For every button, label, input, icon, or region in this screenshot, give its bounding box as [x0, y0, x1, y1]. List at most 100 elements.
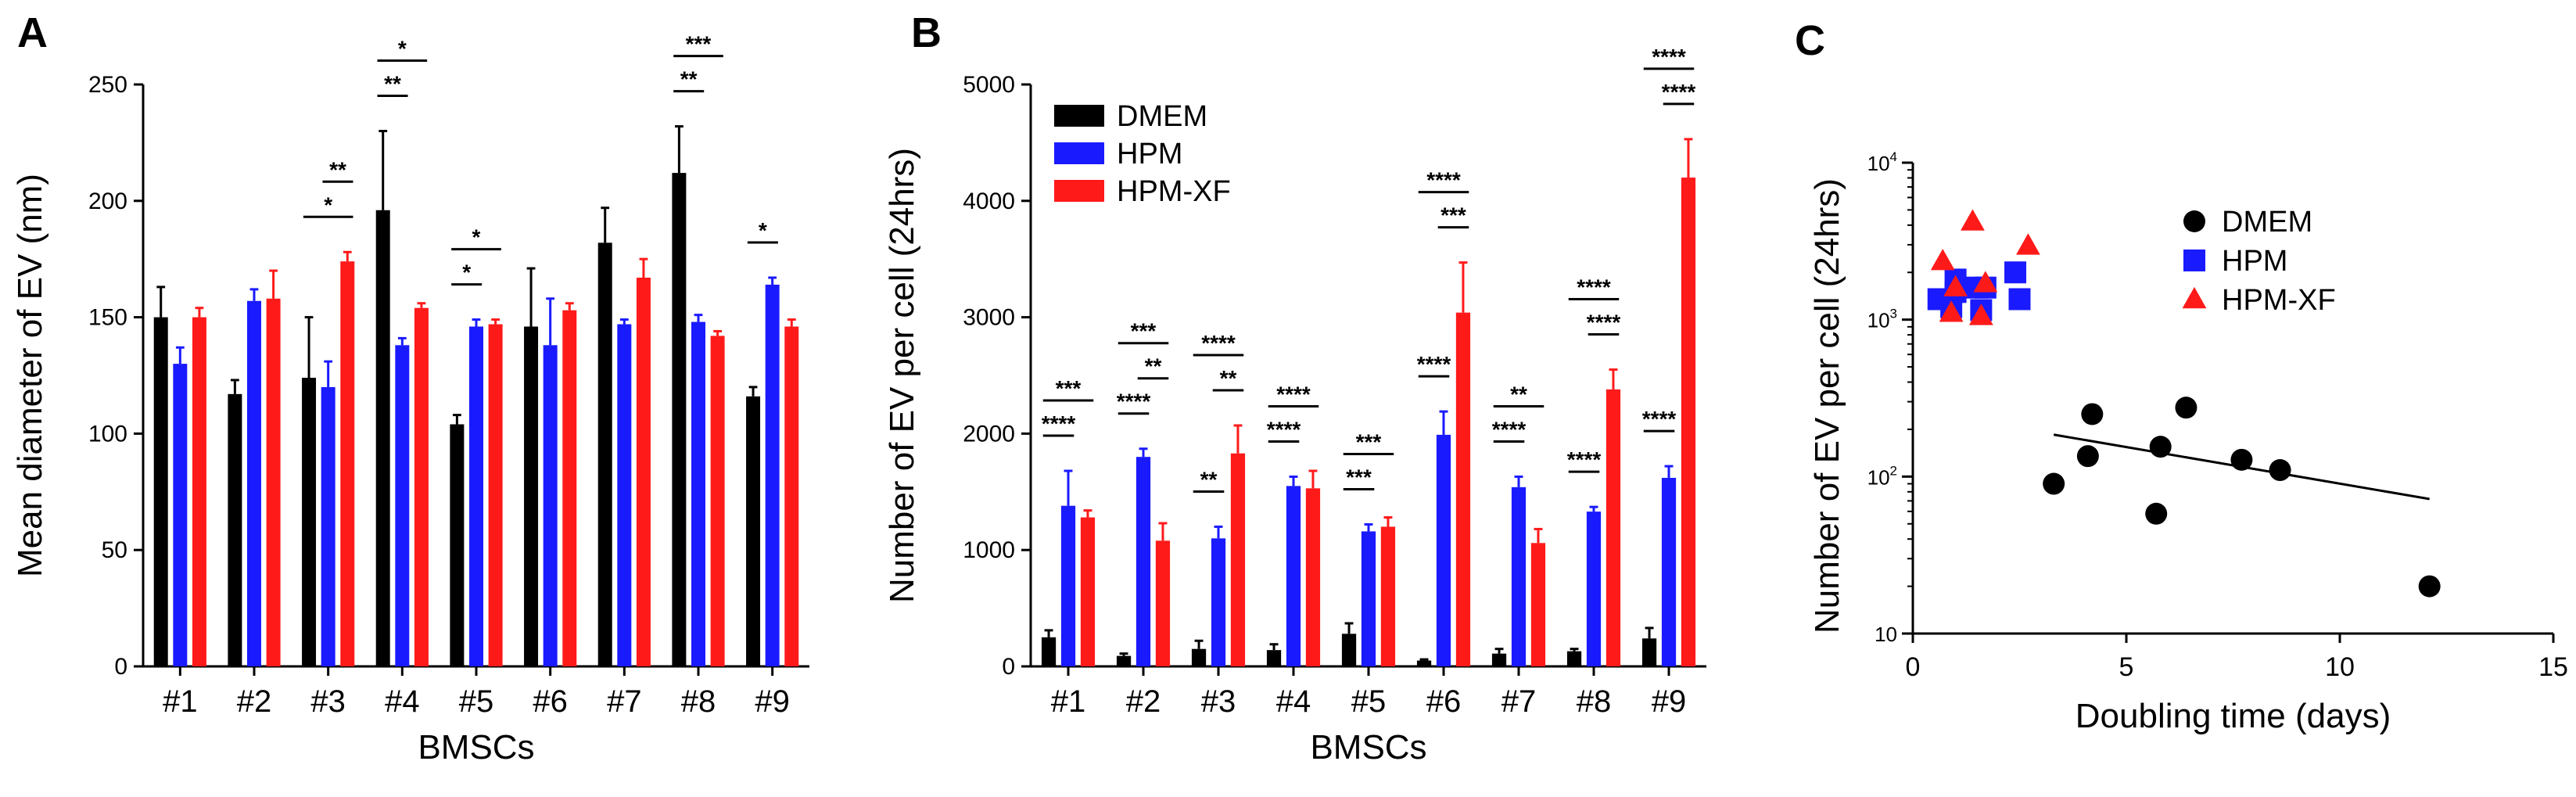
significance-label: **	[1220, 366, 1237, 390]
bar	[1041, 637, 1057, 666]
x-tick-label: #6	[533, 684, 568, 719]
bar	[1080, 517, 1096, 666]
bar	[1566, 651, 1582, 666]
data-point	[1961, 209, 1985, 231]
legend-label: DMEM	[2222, 206, 2312, 239]
legend-label: DMEM	[1117, 100, 1207, 133]
significance-label: ****	[1042, 411, 1076, 436]
panel-c: C 0 5 10 15 10 102 103 104 Doubling time (days) Nu…	[1795, 17, 2568, 735]
data-point	[2016, 233, 2040, 255]
significance-label: ****	[1426, 168, 1461, 192]
bar	[636, 278, 651, 666]
significance-label: ***	[1356, 429, 1382, 454]
legend-marker	[2183, 250, 2205, 271]
bar	[1586, 512, 1602, 666]
panel-letter: B	[911, 9, 942, 56]
data-point	[2418, 575, 2441, 598]
significance-label: **	[384, 72, 401, 96]
significance-label: ****	[1276, 382, 1311, 406]
data-point	[2008, 288, 2031, 311]
bar	[746, 396, 761, 666]
bar	[1491, 653, 1507, 666]
data-point	[2269, 459, 2291, 482]
x-tick-label: 5	[2119, 652, 2134, 682]
bar	[395, 345, 410, 666]
bar	[1530, 543, 1546, 666]
bar	[597, 242, 612, 666]
significance-label: ****	[1417, 352, 1451, 376]
x-tick-label: #8	[681, 684, 716, 719]
significance-label: *	[759, 218, 767, 242]
data-point	[1973, 271, 1998, 293]
bar	[1266, 650, 1282, 666]
bar	[1116, 655, 1132, 666]
x-tick-label: #2	[237, 684, 272, 719]
significance-label: ***	[1056, 376, 1082, 400]
bar	[543, 345, 558, 666]
bar	[1155, 540, 1171, 666]
significance-label: ****	[1492, 417, 1527, 441]
y-tick-label: 104	[1867, 149, 1897, 175]
y-tick-label: 1000	[963, 537, 1015, 563]
x-axis-label: BMSCs	[418, 728, 534, 766]
y-tick-label: 102	[1867, 463, 1897, 489]
x-tick-label: #4	[1276, 684, 1311, 719]
bar	[691, 321, 705, 666]
x-tick-label: #9	[1652, 684, 1687, 719]
significance-label: *	[398, 37, 407, 61]
data-point	[2043, 472, 2065, 495]
data-point	[1968, 303, 1993, 325]
bar	[192, 317, 206, 666]
bar	[1286, 486, 1301, 666]
bar	[228, 393, 242, 666]
bar	[765, 284, 780, 666]
significance-label: ****	[1577, 275, 1611, 300]
data-point	[1930, 249, 1955, 271]
x-tick-label: #7	[607, 684, 642, 719]
significance-label: **	[1510, 382, 1527, 406]
x-tick-label: #9	[755, 684, 790, 719]
data-point	[2145, 502, 2168, 525]
legend-label: HPM	[2222, 245, 2287, 278]
x-tick-label: #6	[1426, 684, 1462, 719]
x-axis-label: BMSCs	[1310, 728, 1426, 766]
legend-label: HPM-XF	[2222, 284, 2336, 317]
significance-label: ***	[1131, 319, 1157, 343]
significance-label: ****	[1567, 447, 1602, 472]
bar	[340, 261, 355, 666]
bar	[1606, 389, 1621, 666]
x-tick-label: 10	[2325, 652, 2355, 682]
significance-label: ****	[1117, 390, 1151, 414]
x-axis-label: Doubling time (days)	[2076, 697, 2391, 735]
legend-label: HPM-XF	[1117, 175, 1231, 208]
significance-label: ****	[1587, 311, 1621, 335]
significance-label: *	[472, 225, 481, 250]
x-tick-label: #1	[1051, 684, 1086, 719]
legend-marker	[2182, 286, 2207, 309]
bar	[321, 386, 335, 666]
x-tick-label: #5	[459, 684, 494, 719]
y-tick-label: 5000	[963, 72, 1015, 98]
y-tick-label: 200	[88, 188, 127, 214]
bar	[1230, 453, 1246, 666]
bar	[1380, 526, 1396, 666]
y-tick-label: 10	[1875, 623, 1897, 646]
y-tick-label: 100	[88, 421, 127, 447]
y-axis-label: Number of EV per cell (24hrs)	[1808, 178, 1846, 634]
panel-letter: C	[1795, 17, 1825, 64]
significance-label: ****	[1642, 407, 1677, 431]
bar	[1681, 178, 1696, 667]
panel-a: A 0 50 100 150 200 250 #1 #2 #3 #4 #5 #6 #7 #8 #9 BMSCs M…	[11, 9, 809, 766]
legend-swatch	[1054, 180, 1104, 202]
y-axis-label: Mean diameter of EV (nm)	[11, 174, 49, 577]
y-tick-label: 150	[88, 305, 127, 331]
y-tick-label: 103	[1867, 307, 1897, 332]
legend-label: HPM	[1117, 138, 1182, 171]
y-tick-label: 4000	[963, 188, 1015, 214]
panel-letter: A	[17, 9, 48, 56]
x-tick-label: #2	[1126, 684, 1161, 719]
significance-label: **	[1200, 467, 1218, 491]
significance-label: ****	[1662, 80, 1696, 104]
bar	[302, 377, 317, 666]
